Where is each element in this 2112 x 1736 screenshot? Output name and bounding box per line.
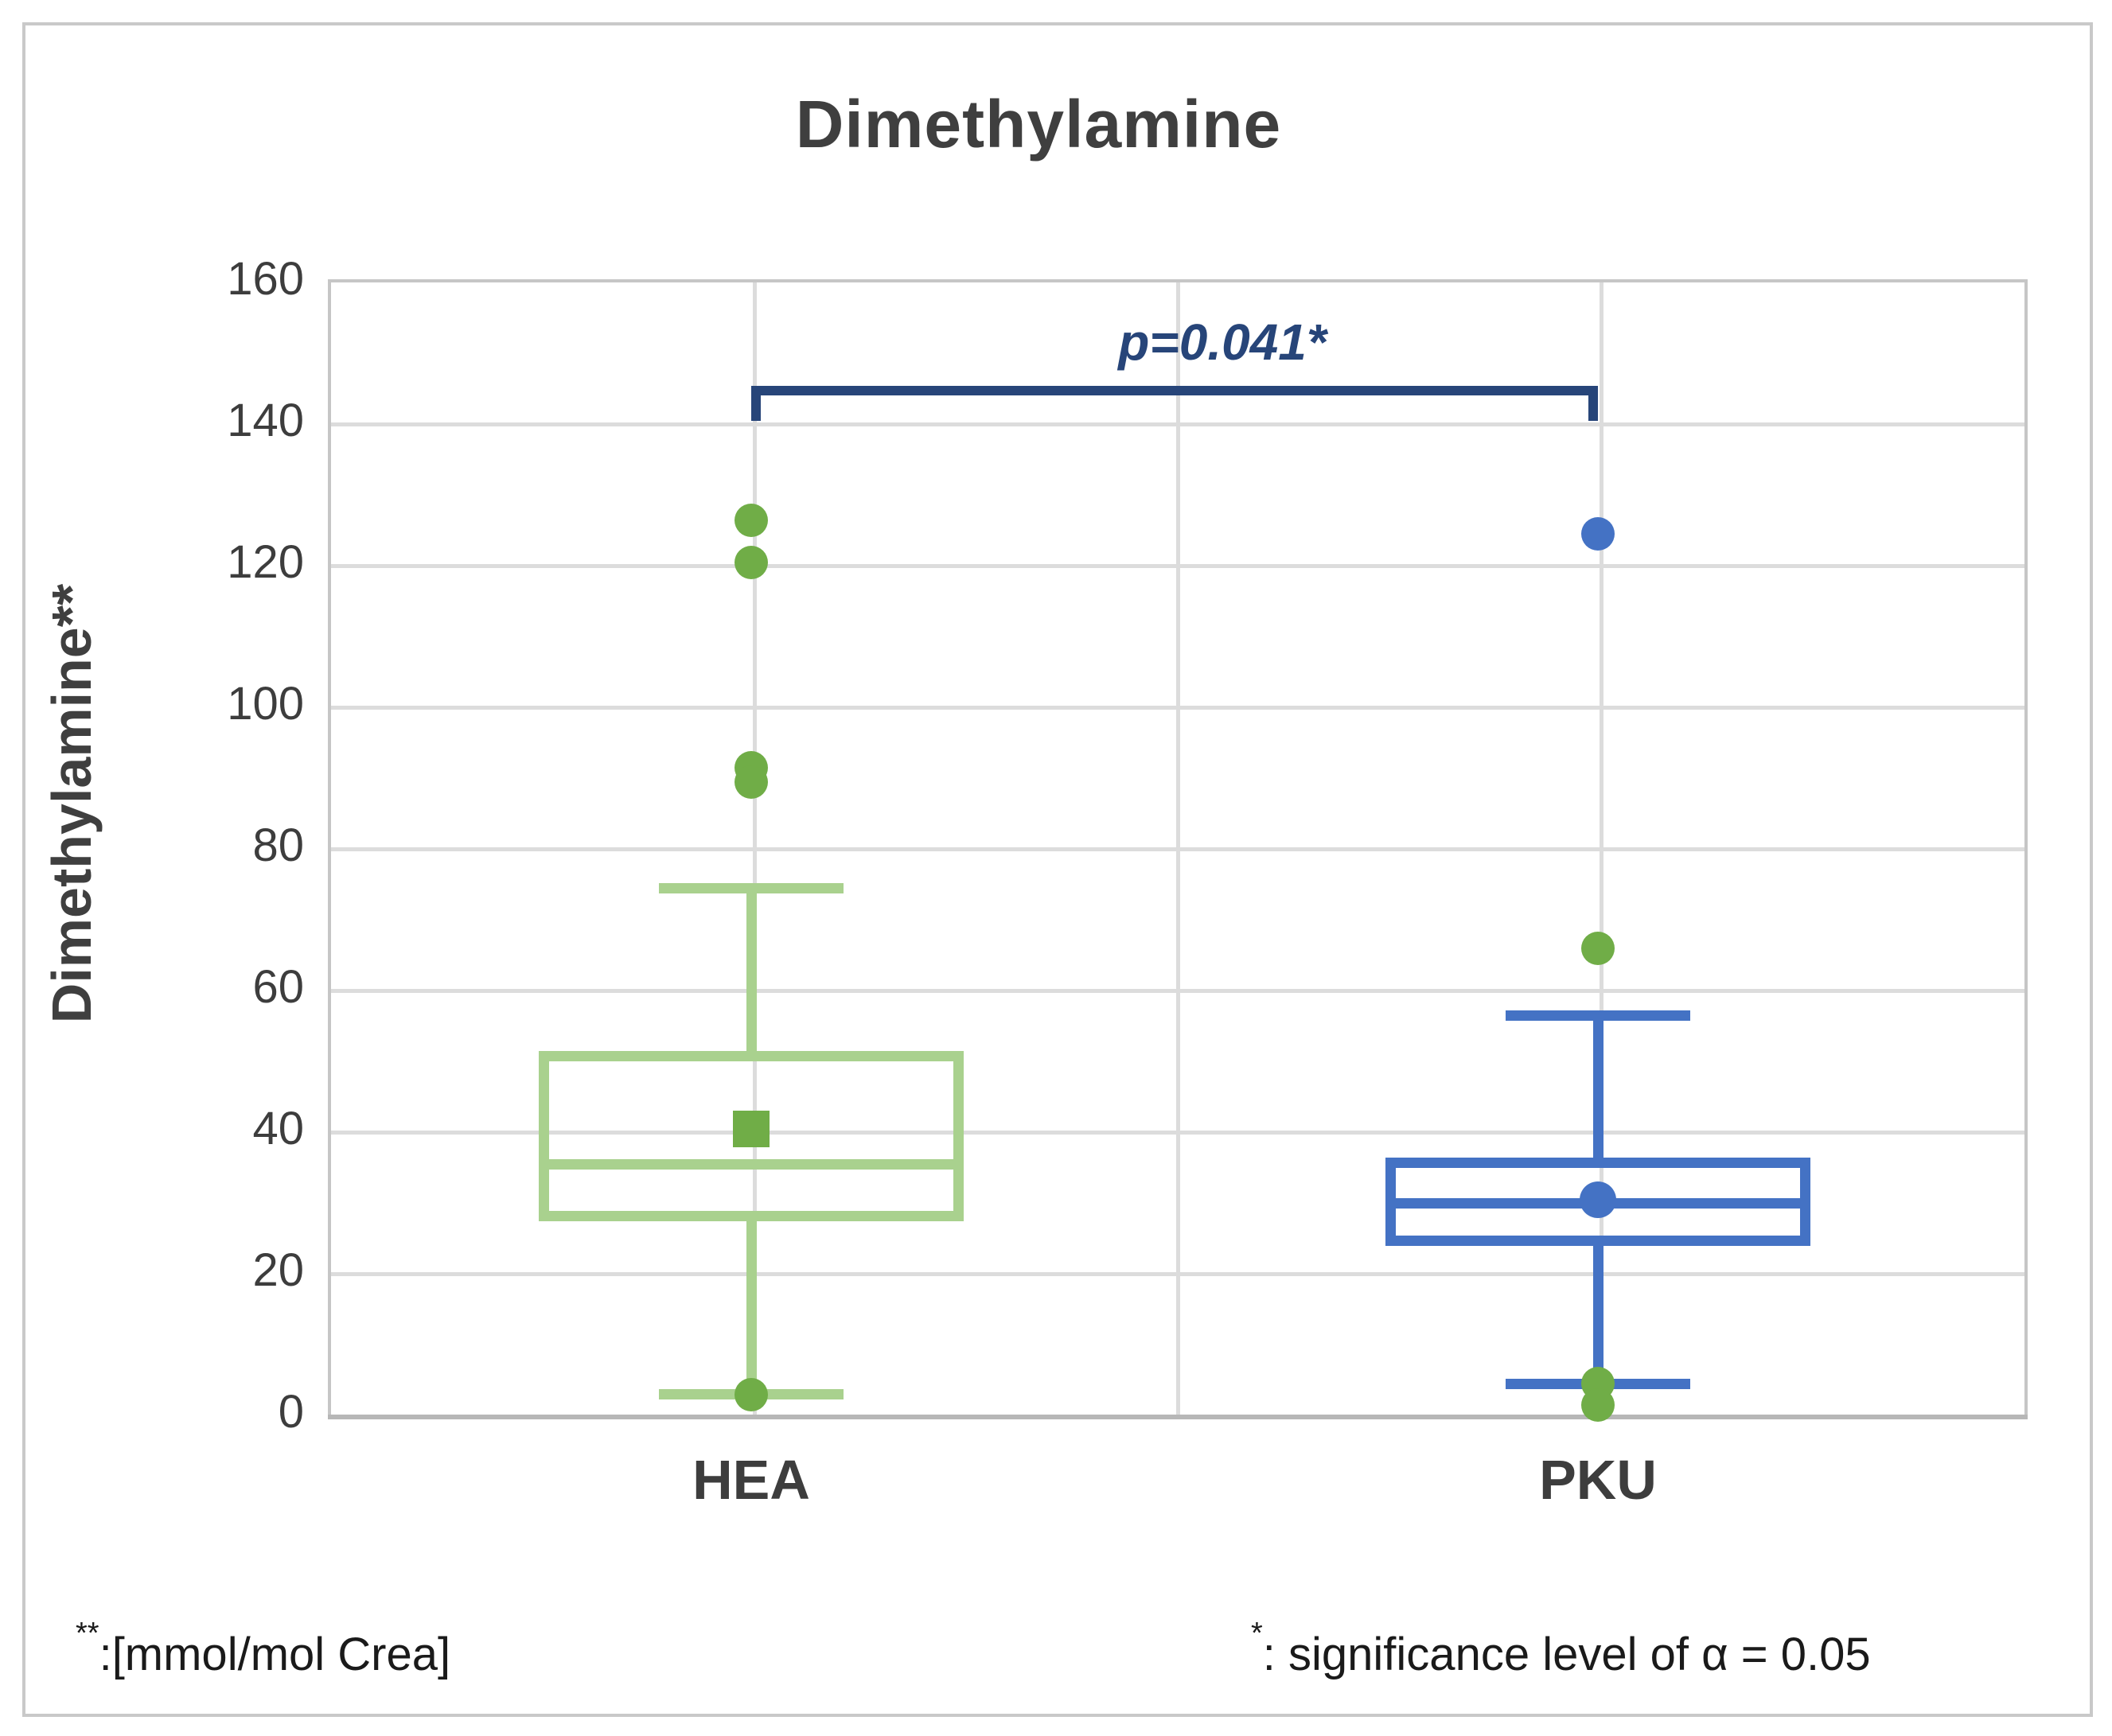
y-tick-label: 80 bbox=[252, 819, 304, 871]
outlier-dot-PKU bbox=[1581, 932, 1615, 966]
y-tick-label: 160 bbox=[227, 253, 304, 305]
outlier-dot-HEA bbox=[735, 765, 768, 799]
whisker-line-upper-PKU bbox=[1592, 1015, 1603, 1158]
gridline-vertical bbox=[753, 282, 757, 1415]
footnote-significance: *: significance level of α = 0.05 bbox=[1251, 1617, 1871, 1681]
significance-bracket-tick bbox=[1588, 385, 1598, 421]
y-axis-title: Dimethylamine** bbox=[41, 583, 103, 1024]
footnote-units: **:[mmol/mol Crea] bbox=[76, 1617, 450, 1681]
y-tick-label: 60 bbox=[252, 961, 304, 1013]
median-line-HEA bbox=[539, 1159, 964, 1170]
chart-title: Dimethylamine bbox=[795, 87, 1282, 162]
outlier-dot-HEA bbox=[735, 503, 768, 537]
footnote-significance-asterisk: * bbox=[1251, 1617, 1263, 1650]
mean-marker-HEA bbox=[733, 1111, 770, 1147]
x-axis-line bbox=[328, 1415, 2028, 1419]
whisker-cap-top-PKU bbox=[1506, 1010, 1690, 1022]
p-value-label: p=0.041* bbox=[1118, 313, 1327, 371]
whisker-line-lower-PKU bbox=[1592, 1245, 1603, 1384]
significance-bracket-tick bbox=[751, 385, 761, 421]
gridline-vertical bbox=[1600, 282, 1603, 1415]
gridline-vertical bbox=[1176, 282, 1180, 1415]
y-tick-label: 140 bbox=[227, 395, 304, 446]
box-PKU bbox=[1385, 1157, 1810, 1246]
mean-marker-PKU bbox=[1580, 1181, 1616, 1218]
outlier-dot-PKU bbox=[1581, 1388, 1615, 1423]
y-tick-label: 120 bbox=[227, 536, 304, 588]
whisker-line-upper-HEA bbox=[746, 888, 757, 1052]
whisker-line-lower-HEA bbox=[746, 1220, 757, 1395]
outlier-dot-HEA bbox=[735, 1377, 768, 1411]
x-category-label-PKU: PKU bbox=[1539, 1449, 1657, 1511]
footnote-significance-text: : significance level of α = 0.05 bbox=[1262, 1629, 1871, 1680]
footnote-units-text: :[mmol/mol Crea] bbox=[99, 1629, 451, 1680]
box-HEA bbox=[539, 1051, 964, 1221]
whisker-cap-top-HEA bbox=[659, 882, 844, 893]
footnote-units-asterisks: ** bbox=[76, 1617, 99, 1650]
significance-bracket-line bbox=[751, 385, 1598, 395]
y-tick-label: 20 bbox=[252, 1244, 304, 1296]
x-category-label-HEA: HEA bbox=[692, 1449, 810, 1511]
outlier-dot-HEA bbox=[735, 546, 768, 579]
plot-area bbox=[328, 279, 2028, 1419]
y-tick-label: 100 bbox=[227, 678, 304, 730]
y-tick-label: 40 bbox=[252, 1103, 304, 1154]
outlier-dot-PKU bbox=[1581, 517, 1615, 551]
y-tick-label: 0 bbox=[278, 1386, 304, 1438]
